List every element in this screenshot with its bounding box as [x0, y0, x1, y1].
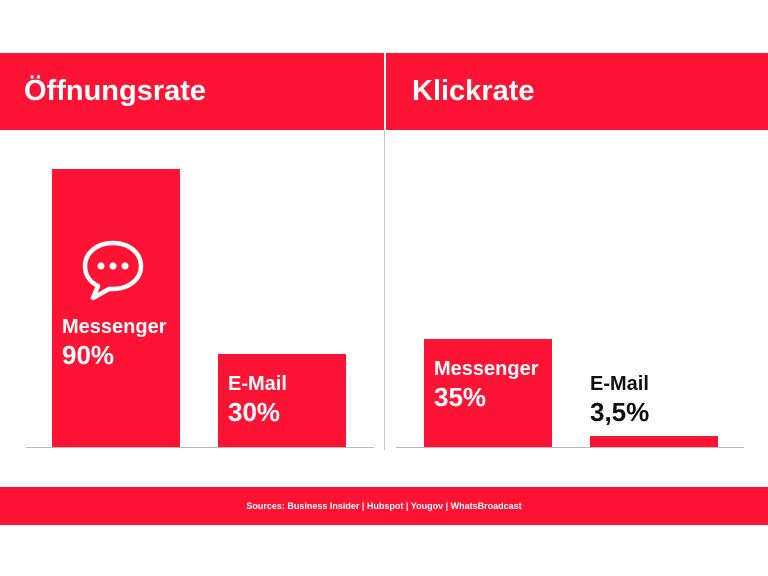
panel-divider — [384, 130, 385, 450]
bar-label-click-rate-messenger: Messenger 35% — [434, 357, 539, 413]
value-label: 30% — [228, 397, 281, 427]
bar-open-rate-e-mail — [218, 354, 346, 447]
bar-click-rate-e-mail — [590, 436, 718, 447]
category-label: E-Mail — [228, 373, 287, 395]
header-divider — [384, 53, 386, 130]
bar-label-open-rate-messenger: Messenger 90% — [62, 315, 167, 371]
bar-label-click-rate-e-mail: E-Mail 3,5% — [590, 372, 649, 428]
baseline-left — [26, 447, 374, 448]
bar-label-open-rate-e-mail: E-Mail 30% — [228, 372, 287, 428]
value-label: 90% — [62, 340, 115, 370]
category-label: E-Mail — [590, 373, 649, 395]
footer-band: Sources: Business Insider | Hubspot | Yo… — [0, 487, 768, 525]
sources-text: Sources: Business Insider | Hubspot | Yo… — [246, 501, 522, 511]
category-label: Messenger — [62, 316, 167, 338]
category-label: Messenger — [434, 358, 539, 380]
bar-click-rate-messenger — [424, 339, 552, 447]
value-label: 3,5% — [590, 397, 650, 427]
baseline-right — [396, 447, 744, 448]
panel-title-klickrate: Klickrate — [412, 75, 535, 107]
speech-bubble-icon — [82, 240, 144, 301]
value-label: 35% — [434, 382, 487, 412]
panel-title-oeffnungsrate: Öffnungsrate — [24, 75, 207, 107]
bar-open-rate-messenger — [52, 169, 180, 447]
